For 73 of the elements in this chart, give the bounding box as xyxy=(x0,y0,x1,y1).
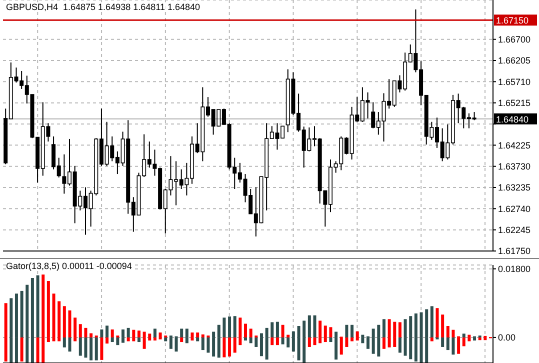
bar xyxy=(137,337,140,342)
bar xyxy=(90,333,93,338)
bar xyxy=(286,337,290,348)
bar xyxy=(78,324,82,338)
bar xyxy=(158,332,162,338)
bar xyxy=(356,331,359,338)
bar xyxy=(68,337,72,352)
bar xyxy=(244,337,248,340)
bar xyxy=(281,337,284,344)
bar xyxy=(174,337,178,352)
bar xyxy=(116,337,120,346)
bar xyxy=(260,337,263,356)
y-tick-label: 1.62740 xyxy=(498,204,531,214)
bar xyxy=(398,322,402,338)
chart-title: Gator(13,8,5) 0.00011 -0.00094 xyxy=(6,261,132,271)
chart-title: GBPUSD,H4 1.64875 1.64938 1.64811 1.64840 xyxy=(6,2,200,12)
bar xyxy=(452,330,455,338)
bar xyxy=(58,301,61,338)
bar xyxy=(94,337,98,360)
bar xyxy=(137,330,140,338)
bar xyxy=(206,337,210,353)
bar xyxy=(90,337,93,360)
bar xyxy=(286,334,290,338)
bar xyxy=(196,337,200,342)
bar xyxy=(84,328,88,338)
bar xyxy=(52,294,56,338)
bar xyxy=(473,337,476,340)
bar xyxy=(196,332,200,338)
ref-line-label: 1.67150 xyxy=(496,16,529,26)
bar xyxy=(329,337,332,342)
bar xyxy=(110,329,114,338)
bar xyxy=(84,337,88,358)
y-tick-label: 0.01800 xyxy=(498,264,531,274)
y-tick-label: 1.63730 xyxy=(498,162,531,172)
bar xyxy=(201,337,204,350)
bar xyxy=(441,337,444,347)
y-tick-label: 1.64225 xyxy=(498,140,531,150)
bar xyxy=(366,337,370,349)
bar xyxy=(78,337,82,356)
bar xyxy=(436,308,439,338)
bar xyxy=(62,337,66,348)
y-tick-label: 1.66205 xyxy=(498,56,531,66)
bar xyxy=(148,334,152,338)
y-tick-label: 1.61750 xyxy=(498,246,531,256)
y-tick-label: 1.62245 xyxy=(498,225,531,236)
ref-line-label: 1.64840 xyxy=(496,114,529,124)
bar xyxy=(361,337,364,344)
bar xyxy=(190,332,194,338)
bar xyxy=(446,337,450,350)
y-tick-label: 1.65215 xyxy=(498,98,531,108)
bar xyxy=(468,334,471,338)
bar xyxy=(452,337,455,355)
bar xyxy=(244,324,248,338)
bar xyxy=(110,337,114,342)
bar xyxy=(281,324,284,338)
bar xyxy=(441,314,444,338)
bar xyxy=(398,337,402,353)
bar xyxy=(74,318,77,338)
bar xyxy=(132,330,136,338)
bar xyxy=(446,326,450,338)
y-tick-label: 1.66700 xyxy=(498,34,531,45)
bar xyxy=(164,337,168,342)
bar xyxy=(249,337,252,344)
bar xyxy=(249,328,252,338)
bar xyxy=(68,310,72,338)
y-tick-label: 0.00 xyxy=(498,332,516,343)
bar xyxy=(201,334,204,338)
bar xyxy=(329,327,332,338)
bar xyxy=(62,306,66,338)
y-tick-label: 1.65710 xyxy=(498,76,531,87)
bar xyxy=(169,337,172,349)
y-tick-label: 1.63235 xyxy=(498,182,531,193)
bar xyxy=(254,337,258,347)
